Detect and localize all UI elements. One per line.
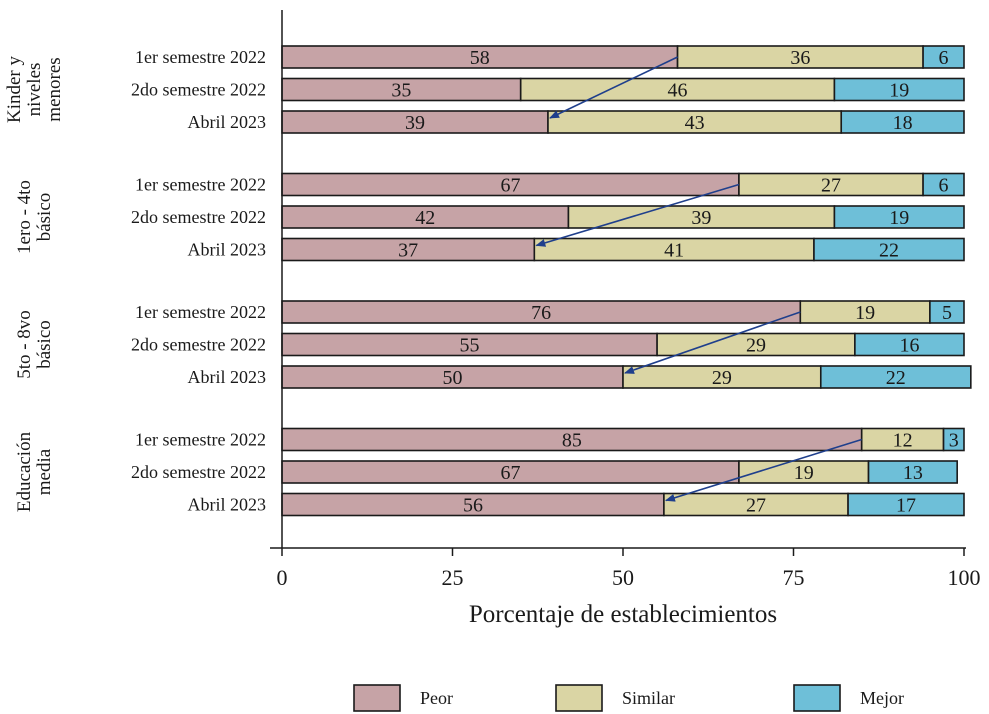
axes-layer: 0 25 50 75 100 [270, 10, 981, 590]
bar-mejor-g2-r1 [922, 172, 965, 197]
data-label-mejor-g1-r2: 19 [889, 80, 909, 102]
data-label-peor-g4-r1: 85 [562, 430, 582, 452]
data-label-peor-g3-r3: 50 [443, 367, 463, 389]
row-label: 2do semestre 2022 [131, 462, 266, 482]
data-label-similar-g3-r2: 29 [746, 335, 766, 357]
data-label-mejor-g3-r1: 5 [942, 302, 952, 324]
row-label: 2do semestre 2022 [131, 335, 266, 355]
x-tick-label: 75 [783, 565, 805, 590]
bar-mejor-g1-r1 [922, 45, 965, 69]
data-label-peor-g4-r3: 56 [463, 495, 483, 517]
row-label: 2do semestre 2022 [131, 80, 266, 100]
data-label-similar-g4-r2: 19 [794, 462, 814, 484]
data-label-similar-g2-r3: 41 [664, 240, 684, 262]
data-label-mejor-g4-r3: 17 [896, 495, 916, 517]
group-labels-layer: Kinder ynivelesmenores 1ero - 4tobásico 5t… [4, 55, 65, 512]
bar-mejor-g2-r2 [833, 205, 965, 229]
row-label: 1er semestre 2022 [135, 47, 266, 67]
x-tick-label: 50 [612, 565, 634, 590]
legend-swatch-similar [555, 684, 603, 712]
legend-swatch-mejor [793, 684, 841, 712]
legend-label-similar: Similar [622, 688, 675, 708]
data-label-peor-g4-r2: 67 [500, 462, 520, 484]
data-label-similar-g1-r2: 46 [668, 80, 688, 102]
group-label-1: Kinder ynivelesmenores [4, 55, 65, 123]
data-label-peor-g1-r1: 58 [470, 47, 490, 69]
row-label: Abril 2023 [188, 112, 267, 132]
arrows-layer [535, 56, 862, 502]
data-label-similar-g1-r3: 43 [685, 112, 705, 134]
x-axis-title: Porcentaje de establecimientos [469, 601, 777, 628]
data-label-similar-g4-r3: 27 [746, 495, 766, 517]
row-label: 1er semestre 2022 [135, 430, 266, 450]
group-label-3: 5to - 8vobásico [14, 310, 55, 379]
data-label-mejor-g3-r2: 16 [899, 335, 919, 357]
data-label-mejor-g4-r2: 13 [903, 462, 923, 484]
data-label-similar-g2-r2: 39 [691, 207, 711, 229]
row-label: 1er semestre 2022 [135, 175, 266, 195]
data-label-mejor-g1-r3: 18 [893, 112, 913, 134]
data-label-mejor-g2-r3: 22 [879, 240, 899, 262]
row-label: Abril 2023 [188, 240, 267, 260]
trend-arrow-g3 [624, 311, 801, 374]
legend: Peor Similar Mejor [353, 684, 904, 712]
bar-mejor-g1-r2 [833, 77, 965, 102]
data-label-peor-g1-r2: 35 [391, 80, 411, 102]
x-tick-label: 0 [277, 565, 288, 590]
bar-mejor-g4-r3 [847, 492, 965, 517]
group-label-4: Educaciónmedia [14, 431, 55, 512]
data-label-peor-g1-r3: 39 [405, 112, 425, 134]
trend-arrow-g4 [664, 438, 862, 502]
data-label-mejor-g2-r1: 6 [939, 175, 949, 197]
data-label-peor-g2-r1: 67 [500, 175, 520, 197]
data-label-similar-g4-r1: 12 [893, 430, 913, 452]
data-label-mejor-g4-r1: 3 [949, 430, 959, 452]
x-tick-label: 25 [442, 565, 464, 590]
data-label-similar-g3-r1: 19 [855, 302, 875, 324]
bar-mejor-g4-r2 [867, 460, 958, 484]
category-labels-layer: 1er semestre 2022 2do semestre 2022 Abril … [131, 47, 266, 515]
data-label-mejor-g2-r2: 19 [889, 207, 909, 229]
trend-arrow-g1 [549, 56, 678, 119]
row-label: Abril 2023 [188, 495, 267, 515]
data-label-peor-g2-r3: 37 [398, 240, 418, 262]
row-label: Abril 2023 [188, 367, 267, 387]
data-label-peor-g3-r2: 55 [460, 335, 480, 357]
trend-arrow-g2 [535, 183, 740, 247]
data-label-similar-g3-r3: 29 [712, 367, 732, 389]
bar-mejor-g3-r3 [819, 365, 972, 389]
legend-label-mejor: Mejor [860, 688, 904, 708]
bar-mejor-g3-r2 [854, 332, 965, 357]
data-label-similar-g2-r1: 27 [821, 175, 841, 197]
bar-mejor-g3-r1 [929, 300, 965, 324]
data-label-peor-g3-r1: 76 [531, 302, 551, 324]
data-label-peor-g2-r2: 42 [415, 207, 435, 229]
row-label: 1er semestre 2022 [135, 302, 266, 322]
group-label-2: 1ero - 4tobásico [14, 180, 55, 254]
bar-mejor-g4-r1 [942, 427, 965, 452]
data-label-similar-g1-r1: 36 [790, 47, 810, 69]
bar-mejor-g1-r3 [840, 110, 965, 134]
legend-label-peor: Peor [420, 688, 453, 708]
data-label-mejor-g1-r1: 6 [939, 47, 949, 69]
data-label-mejor-g3-r3: 22 [886, 367, 906, 389]
row-label: 2do semestre 2022 [131, 207, 266, 227]
legend-swatch-peor [353, 684, 401, 712]
bar-mejor-g2-r3 [813, 237, 965, 262]
x-tick-label: 100 [948, 565, 981, 590]
